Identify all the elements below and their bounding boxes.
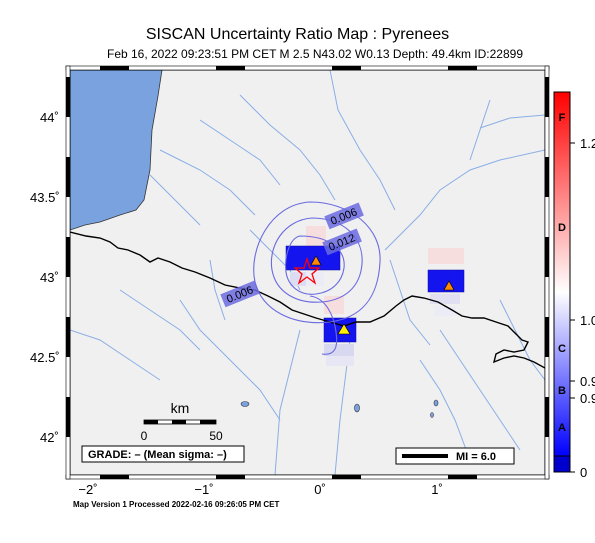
colorbar-grade-letter: F bbox=[559, 112, 566, 124]
frame-border-bars bbox=[65, 65, 550, 480]
mi-legend-bar bbox=[402, 454, 448, 458]
contour-label-box bbox=[324, 202, 364, 230]
colorbar-value: 0.9 bbox=[580, 391, 595, 406]
triangle-icon bbox=[443, 280, 455, 291]
scale-bar-min: 0 bbox=[141, 429, 148, 443]
event-info: Feb 16, 2022 09:23:51 PM CET M 2.5 N43.0… bbox=[106, 47, 524, 61]
lon-axis: −2˚ −1˚ 0˚ 1˚ bbox=[78, 482, 442, 497]
mi-legend: MI = 6.0 bbox=[395, 447, 515, 465]
ocean-area bbox=[70, 70, 163, 231]
stations bbox=[310, 255, 455, 335]
triangle-icon bbox=[337, 323, 351, 335]
colorbar-gradient bbox=[553, 91, 571, 457]
lon-tick-label: 0˚ bbox=[314, 482, 326, 497]
colorbar-value: 1.2 bbox=[580, 136, 595, 151]
colorbar-value: 0 bbox=[580, 465, 587, 480]
colorbar-grade-letter: D bbox=[558, 222, 566, 234]
mi-legend-text: MI = 6.0 bbox=[456, 451, 496, 463]
scale-bar-max: 50 bbox=[209, 429, 223, 443]
lat-tick-label: 42.5˚ bbox=[30, 350, 60, 365]
scale-bar: km 0 50 bbox=[141, 400, 223, 443]
country-border bbox=[70, 231, 545, 369]
colorbar-grade-letter: C bbox=[558, 343, 566, 355]
star-icon bbox=[293, 256, 321, 285]
colorbar: F D C B A 1.2 1.0 0.9 0.9 0 bbox=[553, 91, 595, 480]
rivers bbox=[70, 70, 545, 475]
colorbar-base bbox=[553, 455, 571, 473]
lon-tick-label: 1˚ bbox=[431, 482, 443, 497]
lat-tick-label: 43˚ bbox=[40, 270, 59, 285]
triangle-icon bbox=[310, 255, 322, 266]
lat-tick-label: 43.5˚ bbox=[30, 190, 60, 205]
lon-tick-label: −2˚ bbox=[78, 482, 97, 497]
lakes bbox=[240, 399, 439, 418]
colorbar-grade-letter: A bbox=[558, 422, 566, 434]
processing-footer: Map Version 1 Processed 2022-02-16 09:26… bbox=[73, 500, 280, 509]
grade-text: GRADE: – (Mean sigma: –) bbox=[88, 449, 227, 461]
lon-tick-label: −1˚ bbox=[194, 482, 213, 497]
map-content: 0.006 0.012 0.006 bbox=[70, 70, 545, 475]
contour-label-box bbox=[220, 280, 260, 308]
lat-axis: 44˚ 43.5˚ 43˚ 42.5˚ 42˚ bbox=[30, 110, 60, 445]
colorbar-value: 1.0 bbox=[580, 313, 595, 328]
colorbar-grade-letter: B bbox=[558, 385, 566, 397]
scale-bar-title: km bbox=[171, 400, 190, 416]
lat-tick-label: 42˚ bbox=[40, 430, 59, 445]
contour-label-box bbox=[322, 228, 362, 256]
grade-box: GRADE: – (Mean sigma: –) bbox=[81, 445, 245, 463]
colorbar-value: 0.9 bbox=[580, 374, 595, 389]
map-title: SISCAN Uncertainty Ratio Map : Pyrenees bbox=[145, 26, 450, 43]
lat-tick-label: 44˚ bbox=[40, 110, 59, 125]
